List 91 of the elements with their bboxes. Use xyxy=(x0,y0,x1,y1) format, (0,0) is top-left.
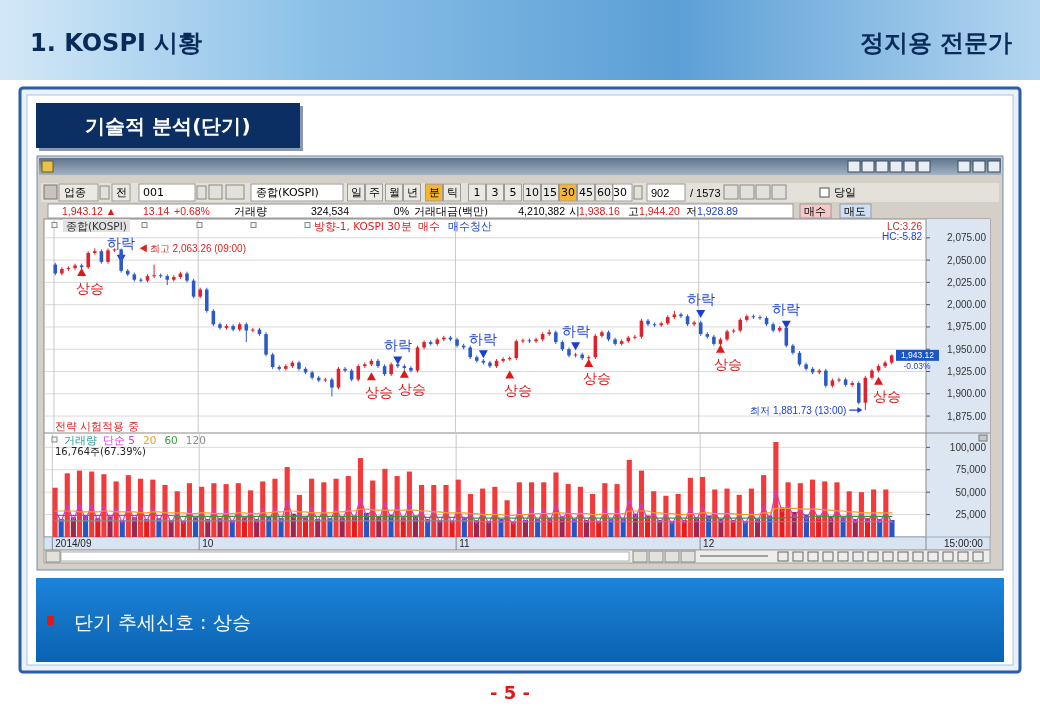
annotation: HC:-5.82 xyxy=(881,231,923,242)
text: 매수 xyxy=(804,205,826,217)
x-tick-label: 2014/09 xyxy=(55,538,92,549)
text: 5 xyxy=(509,186,517,199)
text: 30 xyxy=(561,186,575,199)
text: 3 xyxy=(491,186,499,199)
text: 60 xyxy=(597,186,611,199)
text: 13.14 xyxy=(143,205,170,217)
text: 902 xyxy=(651,186,670,199)
text: 60 xyxy=(164,434,178,446)
text: 324,534 xyxy=(311,205,350,217)
x-tick-label: 11 xyxy=(459,538,470,549)
text: 120 xyxy=(185,434,206,446)
y-tick-label: 1,950.00 xyxy=(947,343,987,355)
text: 단기 추세신호 : 상승 xyxy=(74,611,251,633)
text: 45 xyxy=(579,186,593,199)
chart-title: 1. KOSPI 시황 xyxy=(30,29,203,57)
text: 1,943.12 xyxy=(900,350,935,361)
text: / 1573 xyxy=(690,186,721,199)
y-tick-label: 2,075.00 xyxy=(947,232,987,244)
text: 당일 xyxy=(834,186,856,199)
y-tick-label: 2,050.00 xyxy=(947,254,987,266)
annotation: LC:3.26 xyxy=(886,220,923,232)
data-label: 하락 xyxy=(383,336,412,353)
text: 1,938.16 xyxy=(579,205,621,217)
text: 일 xyxy=(350,186,362,199)
data-label: 상승 xyxy=(582,370,611,387)
legend-title: 방향-1, KOSPI 30분 xyxy=(314,219,412,232)
text: 매수청산 xyxy=(447,219,492,232)
data-label: 상승 xyxy=(398,381,427,398)
annotation: 최저 1,881.73 (13:00) xyxy=(750,404,847,416)
text: 4,210,382 xyxy=(518,205,566,217)
chart-subtitle: 기술적 분석(단기) xyxy=(85,114,251,138)
text: 년 xyxy=(406,186,418,199)
y-tick-label: 2,000.00 xyxy=(947,299,987,311)
text: 저 xyxy=(686,205,697,217)
y-tick-label: 1,975.00 xyxy=(947,321,987,333)
text: 30 xyxy=(613,186,627,199)
data-label: 상승 xyxy=(872,388,901,405)
text: 틱 xyxy=(446,186,458,199)
text: -0.03% xyxy=(903,361,931,371)
text: 1,928.89 xyxy=(697,205,739,217)
x-tick-label: 10 xyxy=(202,538,214,549)
legend-title: 거래량 xyxy=(64,434,97,446)
y-tick-label: 2,025.00 xyxy=(947,276,987,288)
y-tick-label: 1,875.00 xyxy=(947,410,987,422)
text: 시 xyxy=(569,205,580,217)
text: 거래대금(백만) xyxy=(414,205,489,217)
data-label: 하락 xyxy=(772,301,801,318)
text: 1 xyxy=(473,186,481,199)
data-label: 하락 xyxy=(469,330,498,347)
text: 매수 xyxy=(417,219,440,232)
x-tick-label: 12 xyxy=(703,538,715,549)
text: 001 xyxy=(143,186,164,199)
annotation: 16,764주(67.39%) xyxy=(55,446,147,457)
text: 20 xyxy=(143,434,157,446)
text: 1,944.20 xyxy=(639,205,681,217)
data-label: 상승 xyxy=(714,356,743,373)
text: 월 xyxy=(388,186,400,199)
text: 1,943.12 ▲ xyxy=(62,205,117,217)
annotation: 최고 2,063.26 (09:00) xyxy=(149,242,246,254)
text: 15 xyxy=(543,186,557,199)
text: +0.68% xyxy=(174,205,210,217)
text: 매도 xyxy=(844,205,866,217)
data-label: 하락 xyxy=(561,322,590,339)
text: 10 xyxy=(525,186,539,199)
y-tick-label: 75,000 xyxy=(955,464,987,476)
y-tick-label: 100,000 xyxy=(949,441,987,453)
text: 분 xyxy=(428,186,440,199)
data-label: 상승 xyxy=(365,383,394,400)
y-tick-label: 25,000 xyxy=(955,509,987,521)
text: 전 xyxy=(115,186,127,199)
text: 고 xyxy=(628,205,639,217)
y-tick-label: 1,925.00 xyxy=(947,366,987,378)
annotation: 전략 시험적용 중 xyxy=(55,420,139,432)
text: 주 xyxy=(368,186,380,199)
y-tick-label: 1,900.00 xyxy=(947,388,987,400)
text: 15:00:00 xyxy=(944,538,984,549)
series-label: 종합(KOSPI) xyxy=(66,219,127,232)
text: 정지용 전문가 xyxy=(859,29,1012,57)
text: 0% xyxy=(393,205,409,217)
y-tick-label: 50,000 xyxy=(955,486,987,498)
text: 업종 xyxy=(64,186,86,199)
text: 거래량 xyxy=(234,205,267,217)
data-label: 상승 xyxy=(503,382,532,399)
data-label: 상승 xyxy=(75,279,104,296)
data-label: 하락 xyxy=(686,290,715,307)
text: 종합(KOSPI) xyxy=(256,186,319,199)
text: 단순 5 xyxy=(103,434,136,446)
data-label: 하락 xyxy=(107,235,136,252)
text: - 5 - xyxy=(490,681,530,703)
